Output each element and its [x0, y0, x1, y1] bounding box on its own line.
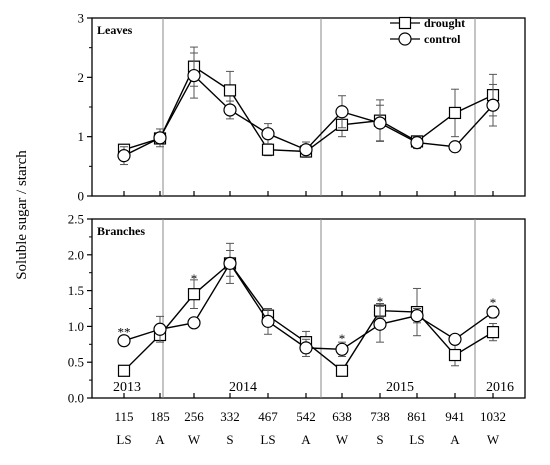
leaves-y-tick-label: 1	[78, 129, 85, 144]
leaves-control-point	[187, 68, 201, 83]
branches-significance-label: *	[191, 271, 198, 286]
year-label-2015: 2015	[386, 380, 414, 395]
branches-drought-line	[123, 262, 494, 372]
leaves-control-point	[261, 127, 275, 141]
season-label: W	[487, 432, 500, 447]
branches-drought-point	[187, 288, 201, 301]
leaves-control-point	[299, 143, 313, 157]
branches-control-point	[373, 317, 387, 331]
legend: drought control	[390, 16, 465, 46]
leaves-drought-point	[448, 106, 462, 120]
branches-control-point	[335, 342, 349, 356]
leaves-control-point	[410, 136, 424, 150]
legend-drought-label: drought	[424, 16, 465, 30]
y-axis-label: Soluble sugar / starch	[14, 150, 30, 280]
year-label-2016: 2016	[486, 380, 514, 395]
season-label: LS	[409, 432, 424, 447]
x-tick-label: 1032	[480, 409, 506, 424]
branches-control-point	[410, 309, 424, 323]
leaves-control-point	[335, 105, 349, 119]
branches-y-tick-label: 0.5	[68, 355, 84, 370]
x-tick-label: 332	[220, 409, 240, 424]
legend-control-marker	[398, 32, 412, 46]
branches-panel-label: Branches	[97, 224, 145, 238]
legend-control-label: control	[424, 32, 461, 46]
leaves-control-point	[223, 103, 237, 117]
year-label-2013: 2013	[113, 380, 141, 395]
branches-control-point	[153, 322, 167, 336]
year-separators	[162, 18, 476, 398]
x-tick-label: 861	[407, 409, 427, 424]
branches-control-point	[448, 332, 462, 346]
leaves-control-point	[373, 116, 387, 130]
leaves-y-tick-label: 3	[78, 11, 85, 26]
season-label: S	[226, 432, 233, 447]
branches-y-tick-label: 2.5	[68, 212, 84, 227]
x-tick-label: 467	[258, 409, 278, 424]
leaves-y-tick-label: 0	[78, 189, 85, 204]
x-tick-label: 115	[114, 409, 133, 424]
x-tick-label: 638	[332, 409, 352, 424]
branches-y-tick-label: 1.0	[68, 319, 84, 334]
branches-plot-frame	[91, 218, 526, 399]
x-tick-label: 941	[445, 409, 465, 424]
leaves-control-point	[117, 149, 131, 163]
branches-control-point	[299, 341, 313, 355]
season-label: A	[155, 432, 165, 447]
leaves-control-point	[448, 140, 462, 154]
branches-control-point	[117, 334, 131, 348]
branches-control-point	[486, 305, 500, 319]
x-tick-label: 256	[184, 409, 204, 424]
leaves-control-point	[153, 131, 167, 145]
branches-drought-point	[486, 326, 500, 339]
season-label: W	[336, 432, 349, 447]
season-label: A	[301, 432, 311, 447]
x-tick-label: 738	[370, 409, 390, 424]
leaves-drought-line	[123, 65, 494, 153]
branches-significance-label: *	[339, 331, 346, 346]
branches-y-tick-label: 0.0	[68, 391, 84, 406]
branches-control-point	[187, 316, 201, 330]
branches-drought-point	[448, 348, 462, 362]
branches-significance-label: *	[377, 294, 384, 309]
leaves-control-point	[486, 98, 500, 112]
x-tick-label: 185	[150, 409, 170, 424]
branches-drought-point	[335, 364, 349, 377]
branches-y-tick-label: 2.0	[68, 247, 84, 262]
season-label: A	[450, 432, 460, 447]
leaves-drought-point	[261, 143, 275, 156]
year-label-2014: 2014	[229, 380, 257, 395]
season-label: LS	[116, 432, 131, 447]
branches-control-point	[223, 256, 237, 270]
legend-drought-marker	[398, 16, 412, 30]
leaves-drought-point	[223, 84, 237, 97]
branches-significance-label: *	[490, 295, 497, 310]
season-label: LS	[260, 432, 275, 447]
leaves-y-tick-label: 2	[78, 70, 85, 85]
branches-y-tick-label: 1.5	[68, 283, 84, 298]
branches-control-point	[261, 314, 275, 328]
x-tick-label: 542	[296, 409, 316, 424]
branches-significance-label: **	[118, 325, 131, 340]
season-label: W	[188, 432, 201, 447]
season-label: S	[376, 432, 383, 447]
leaves-panel-label: Leaves	[97, 23, 133, 37]
branches-drought-point	[117, 364, 131, 377]
